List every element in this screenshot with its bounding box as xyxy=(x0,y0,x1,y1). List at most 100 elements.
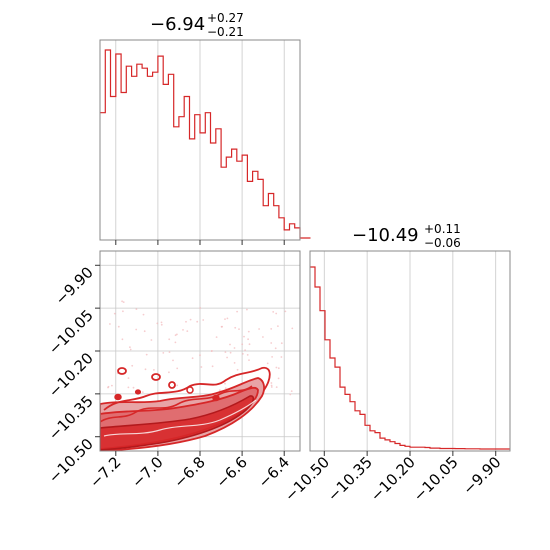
contour-sample-point xyxy=(280,342,283,345)
contour-island-3 xyxy=(168,381,176,389)
contour-sample-point xyxy=(247,330,250,333)
contour-sample-point xyxy=(142,313,145,316)
contour-sample-point xyxy=(162,352,165,354)
contour-sample-point xyxy=(224,351,227,353)
contour-sample-point xyxy=(248,359,250,361)
contour-island-7 xyxy=(134,389,142,395)
contour-sample-point xyxy=(226,356,229,359)
contour-y-tick-label: −10.35 xyxy=(45,392,97,444)
contour-sample-point xyxy=(270,382,273,384)
contour-sample-point xyxy=(211,365,214,368)
contour-sample-point xyxy=(168,371,170,374)
contour-sample-point xyxy=(127,377,130,379)
contour-sample-point xyxy=(274,347,277,350)
contour-y-tick-label: −9.90 xyxy=(52,263,97,308)
contour-sample-point xyxy=(277,367,280,370)
contour-island-6 xyxy=(186,386,194,394)
hist-param1-ticks xyxy=(115,240,285,245)
hist-param2-title-value: −10.49 xyxy=(352,225,419,246)
contour-sample-point xyxy=(277,377,280,380)
contour-island-4 xyxy=(114,393,122,401)
contour-sample-point xyxy=(176,367,179,370)
contour-line-outer xyxy=(103,366,271,411)
hist-param2-title-plus: +0.11 xyxy=(424,222,461,236)
contour-sample-point xyxy=(229,351,232,354)
contour-sample-point xyxy=(247,338,250,341)
hist-param1-panel: −6.94 +0.27 −0.21 xyxy=(99,11,311,245)
contour-sample-point xyxy=(143,330,146,333)
contour-sample-point xyxy=(284,310,287,313)
contour-sample-point xyxy=(229,343,231,346)
hist-param1-title: −6.94 xyxy=(150,14,205,35)
contour-sample-point xyxy=(236,368,239,371)
contour-sample-point xyxy=(131,364,134,367)
contour-sample-point xyxy=(129,346,131,349)
contour-sample-point xyxy=(246,308,248,311)
contour-sample-point xyxy=(168,351,171,353)
contour-sample-point xyxy=(211,350,213,352)
contour-sample-point xyxy=(186,330,189,332)
contour-x-tick-label: −7.2 xyxy=(86,453,124,491)
contour-sample-point xyxy=(262,336,264,338)
hist-param2-tick-label: −10.50 xyxy=(281,453,333,505)
contour-sample-point xyxy=(145,353,148,356)
contour-sample-point xyxy=(271,356,273,358)
hist-param2-tick-label: −9.90 xyxy=(459,453,504,498)
contour-sample-point xyxy=(226,317,229,320)
contour-sample-point xyxy=(196,320,199,323)
contour-sample-point xyxy=(290,390,293,392)
contour-sample-point xyxy=(122,301,125,303)
contour-sample-point xyxy=(122,310,124,313)
contour-sample-point xyxy=(199,354,201,357)
contour-panel: −7.2 −7.0 −6.8 −6.6 −6.4−9.90−10.05−10.20−10… xyxy=(45,250,301,492)
contour-sample-point xyxy=(242,353,244,355)
contour-sample-point xyxy=(234,326,237,329)
contour-sample-point xyxy=(244,349,247,352)
contour-sample-point xyxy=(270,386,273,388)
contour-line-wiggle xyxy=(100,385,253,423)
contour-y-tick-label: −10.20 xyxy=(45,349,97,401)
contour-sample-point xyxy=(117,325,120,328)
contour-sample-point xyxy=(109,323,111,325)
contour-sample-point xyxy=(199,307,202,309)
hist-param2-tick-label: −10.20 xyxy=(367,453,419,505)
hist-param2-tick-label: −10.35 xyxy=(324,453,376,505)
contour-sample-point xyxy=(289,393,292,396)
contour-sample-point xyxy=(270,384,273,387)
contour-sample-point xyxy=(280,356,283,358)
contour-ticks: −7.2 −7.0 −6.8 −6.6 −6.4−9.90−10.05−10.20−10… xyxy=(45,263,293,491)
contour-sample-point xyxy=(275,386,278,388)
hist-param1-steps xyxy=(100,49,311,239)
contour-sample-point xyxy=(200,366,203,368)
contour-sample-point xyxy=(160,323,163,326)
hist-param1-title-minus: −0.21 xyxy=(207,25,244,39)
contour-sample-point xyxy=(174,334,177,337)
contour-scatter-points xyxy=(107,300,294,396)
contour-sample-point xyxy=(277,325,279,327)
contour-sample-point xyxy=(182,329,184,331)
contour-sample-point xyxy=(132,386,135,389)
contour-x-tick-label: −6.6 xyxy=(212,453,250,491)
contour-sample-point xyxy=(160,321,163,324)
contour-sample-point xyxy=(236,310,239,313)
contour-sample-point xyxy=(221,325,224,328)
contour-sample-point xyxy=(215,336,218,338)
contour-sample-point xyxy=(272,311,275,313)
contour-sample-point xyxy=(248,343,251,346)
hist-param2-ticks: −10.50−10.35−10.20−10.05−9.90 xyxy=(281,451,505,505)
contour-x-tick-label: −6.8 xyxy=(170,453,208,491)
contour-sample-point xyxy=(224,387,227,389)
hist-param2-steps xyxy=(310,266,510,450)
contour-sample-point xyxy=(241,343,244,346)
contour-sample-point xyxy=(219,389,221,392)
contour-sample-point xyxy=(127,386,130,389)
contour-x-tick-label: −7.0 xyxy=(128,453,166,491)
contour-sample-point xyxy=(275,312,278,315)
contour-sample-point xyxy=(129,348,132,351)
contour-sample-point xyxy=(224,382,226,385)
contour-sample-point xyxy=(168,338,171,341)
contour-sample-point xyxy=(141,391,144,393)
contour-sample-point xyxy=(270,328,273,330)
contour-sample-point xyxy=(172,359,174,362)
